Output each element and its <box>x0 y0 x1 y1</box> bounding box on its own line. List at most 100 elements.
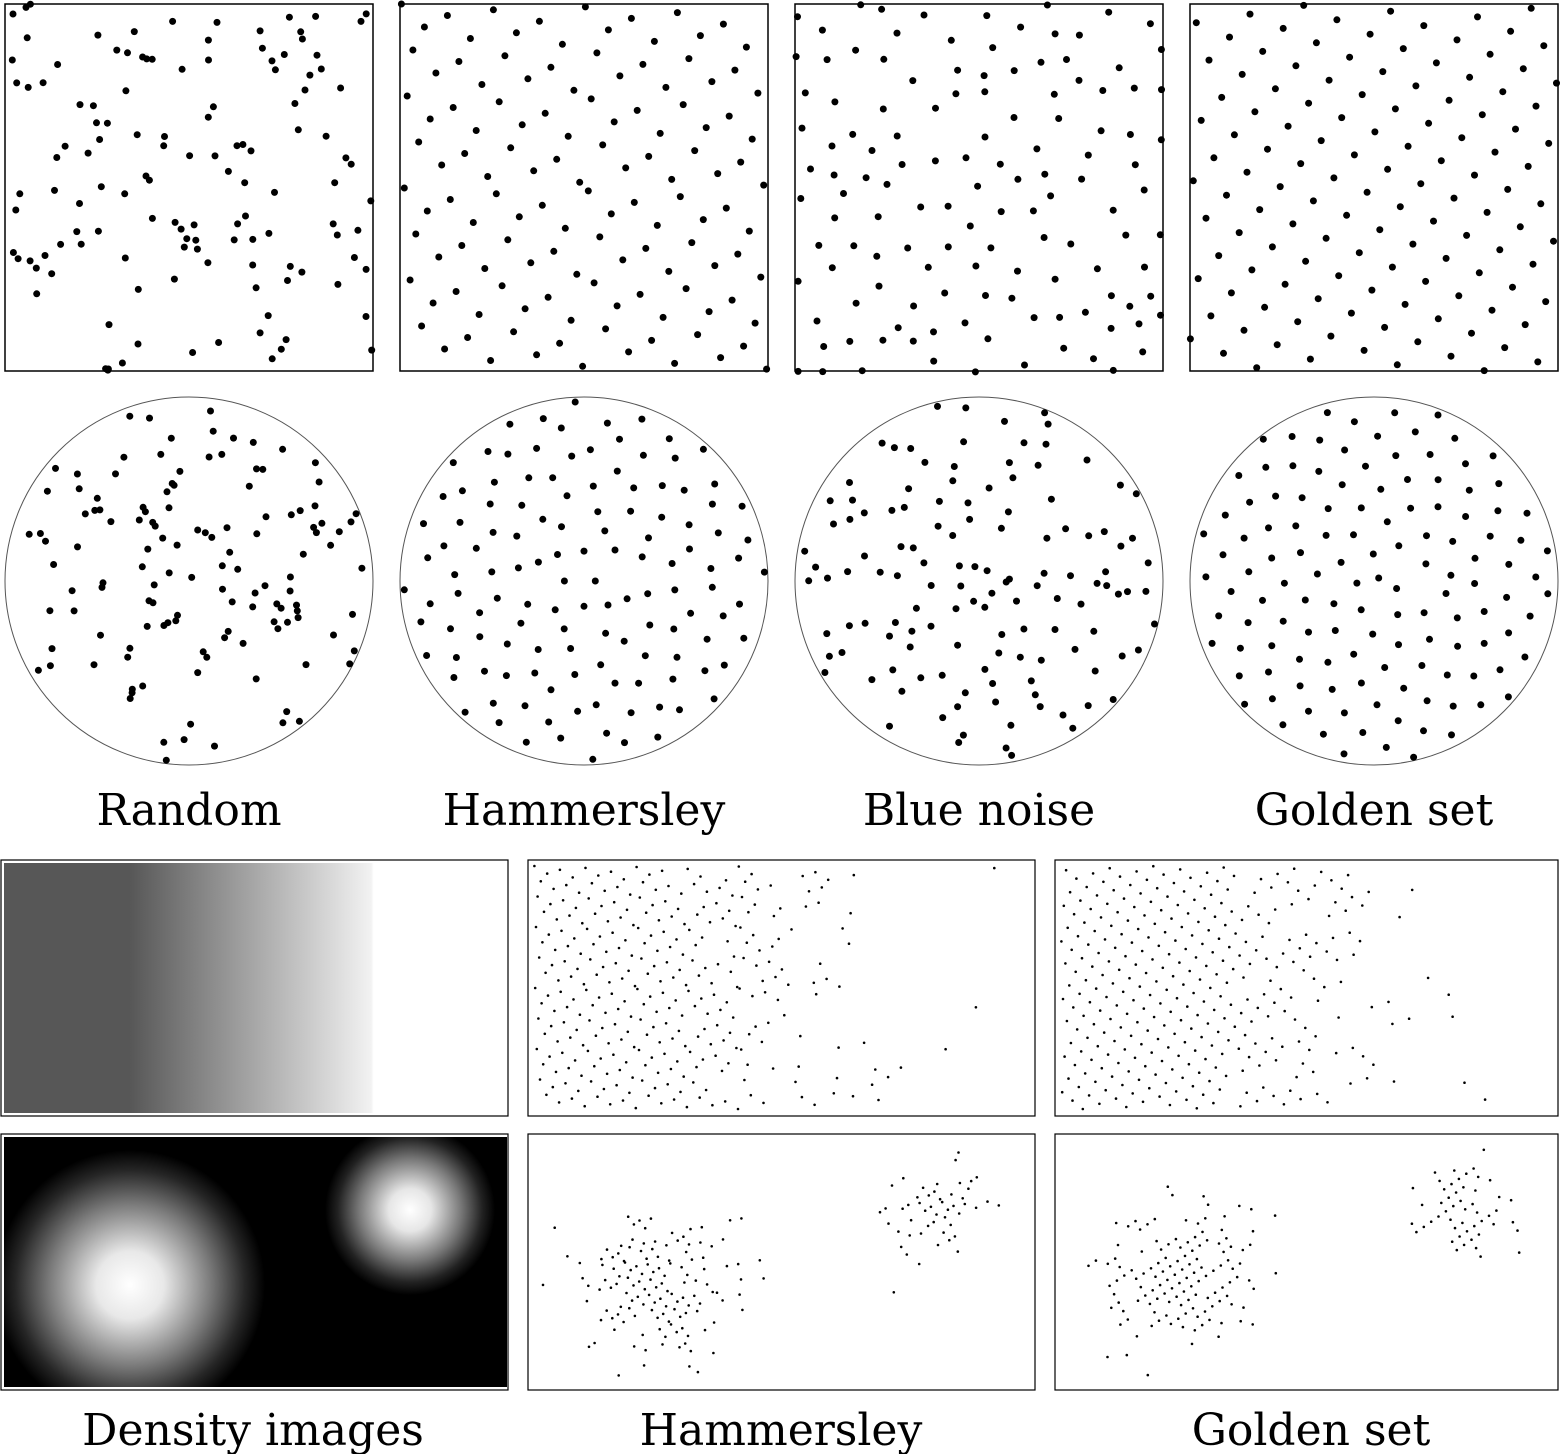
stipple-point <box>664 900 667 903</box>
stipple-point <box>599 1057 602 1060</box>
sample-point <box>857 1 865 9</box>
sample-point <box>735 554 743 562</box>
stipple-point <box>747 910 750 914</box>
sample-point <box>1477 701 1485 709</box>
sample-point <box>1014 267 1021 275</box>
stipple-point <box>1352 953 1355 956</box>
sample-point <box>682 285 690 293</box>
sample-point <box>230 236 238 244</box>
stipple-point <box>563 960 566 963</box>
stipple-point <box>673 1307 676 1311</box>
sample-point <box>74 543 81 551</box>
sample-point <box>707 565 715 572</box>
sample-point <box>334 280 342 288</box>
stipple-point <box>826 878 830 882</box>
sample-point <box>961 319 969 327</box>
stipple-point <box>605 950 608 954</box>
stipple-point <box>974 1206 978 1210</box>
stipple-point <box>799 1034 802 1038</box>
stipple-point <box>1193 898 1196 902</box>
sample-point <box>699 445 707 453</box>
sample-point <box>658 482 666 490</box>
sample-point <box>498 282 506 290</box>
stipple-point <box>944 1047 947 1051</box>
stipple-point <box>769 884 772 887</box>
golden-blob-frame <box>1054 1133 1559 1391</box>
sample-point <box>1192 19 1200 27</box>
sample-point <box>312 12 320 20</box>
stipple-point <box>1495 1209 1498 1212</box>
sample-point <box>1350 531 1357 539</box>
sample-point <box>449 104 457 111</box>
sample-point <box>265 229 273 237</box>
sample-point <box>495 719 503 727</box>
sample-point <box>742 43 750 51</box>
sample-point <box>1289 220 1297 228</box>
stipple-point <box>554 1070 558 1074</box>
sample-point <box>312 529 320 537</box>
sample-point <box>151 522 159 530</box>
sample-point <box>180 736 188 744</box>
hammersley-ramp-points <box>533 864 996 1111</box>
stipple-point <box>1238 1262 1242 1265</box>
sample-point <box>347 518 355 526</box>
sample-point <box>924 263 932 271</box>
stipple-point <box>702 1267 706 1271</box>
stipple-point <box>1179 1303 1183 1307</box>
stipple-point <box>1480 1219 1483 1223</box>
stipple-point <box>692 1081 695 1084</box>
stipple-point <box>986 1200 989 1203</box>
stipple-point <box>1122 897 1126 900</box>
sample-point <box>1529 260 1537 268</box>
sample-point <box>1102 568 1110 576</box>
hammersley-ramp-frame <box>527 859 1036 1117</box>
sample-point <box>1141 263 1148 271</box>
sample-point <box>627 507 635 515</box>
sample-point <box>534 558 542 566</box>
sample-point <box>1330 174 1338 182</box>
sample-point <box>900 503 908 511</box>
sample-point <box>1215 252 1223 260</box>
sample-point <box>287 511 295 519</box>
stipple-point <box>701 1256 705 1259</box>
stipple-point <box>1472 1167 1475 1170</box>
stipple-point <box>706 1012 709 1015</box>
stipple-point <box>1129 1034 1133 1038</box>
stipple-point <box>1308 1048 1311 1052</box>
sample-point <box>1194 275 1202 283</box>
stipple-point <box>631 1238 634 1241</box>
sample-point <box>593 49 601 57</box>
sample-point <box>1388 263 1396 271</box>
stipple-point <box>1452 1204 1455 1208</box>
stipple-point <box>669 1323 673 1326</box>
stipple-point <box>1232 874 1236 878</box>
stipple-point <box>1175 996 1179 1000</box>
sample-point <box>1240 534 1248 542</box>
sample-point <box>12 206 20 214</box>
stipple-point <box>916 1196 919 1199</box>
stipple-point <box>1492 1222 1495 1226</box>
sample-point <box>208 533 216 541</box>
stipple-point <box>708 920 712 924</box>
sample-point <box>930 357 938 365</box>
sample-point <box>1056 313 1064 321</box>
stipple-point <box>622 1320 625 1324</box>
stipple-point <box>536 895 539 898</box>
sample-point <box>734 250 742 258</box>
stipple-point <box>541 941 544 944</box>
sample-point <box>533 351 541 359</box>
stipple-point <box>923 1209 927 1212</box>
sample-point <box>636 290 644 298</box>
sample-point <box>524 75 532 83</box>
stipple-point <box>1212 1008 1216 1012</box>
stipple-point <box>1083 921 1086 924</box>
sample-point <box>921 458 929 466</box>
stipple-point <box>1281 952 1285 955</box>
stipple-point <box>936 1243 940 1247</box>
sample-point <box>594 508 602 516</box>
stipple-point <box>862 1041 866 1045</box>
sample-point <box>141 508 149 516</box>
stipple-point <box>835 1076 839 1080</box>
sample-point <box>1426 451 1434 458</box>
stipple-point <box>1113 1039 1116 1043</box>
